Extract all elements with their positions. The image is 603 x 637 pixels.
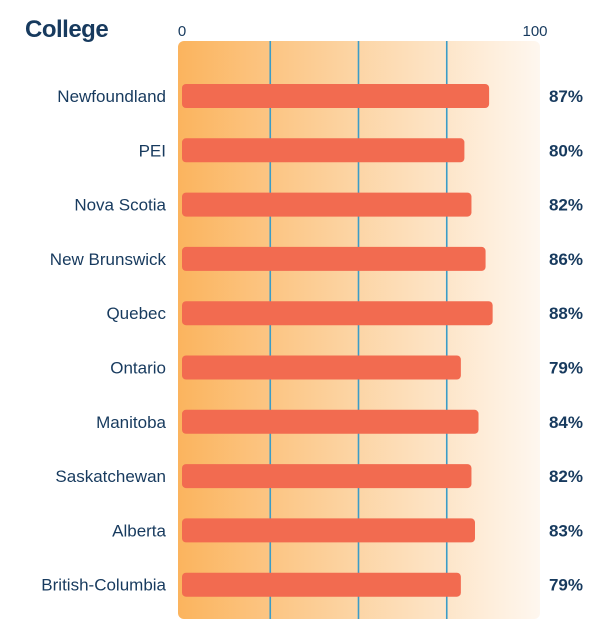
value-label: 79% [549, 576, 583, 595]
category-label: Manitoba [96, 413, 166, 432]
value-label: 82% [549, 196, 583, 215]
value-label: 82% [549, 467, 583, 486]
bar [182, 409, 479, 434]
x-tick-label: 0 [178, 23, 186, 40]
bar [182, 246, 486, 271]
bar [182, 355, 461, 380]
bar [182, 301, 493, 326]
category-label: New Brunswick [50, 250, 167, 269]
value-label: 88% [549, 304, 583, 323]
category-label: Nova Scotia [74, 196, 166, 215]
bar [182, 572, 461, 597]
x-tick-label: 100 [522, 23, 547, 40]
bar [182, 138, 465, 163]
value-label: 80% [549, 141, 583, 160]
bar [182, 192, 472, 217]
bar [182, 464, 472, 489]
value-label: 86% [549, 250, 583, 269]
chart-title: College [25, 16, 109, 43]
category-label: Saskatchewan [55, 467, 166, 486]
category-label: British-Columbia [41, 576, 166, 595]
value-label: 84% [549, 413, 583, 432]
category-label: Alberta [112, 521, 166, 540]
value-label: 83% [549, 521, 583, 540]
category-label: Quebec [106, 304, 166, 323]
category-label: Newfoundland [57, 87, 166, 106]
value-label: 87% [549, 87, 583, 106]
bar [182, 84, 490, 108]
category-label: Ontario [110, 359, 166, 378]
bar [182, 518, 475, 543]
category-label: PEI [139, 141, 166, 160]
value-label: 79% [549, 359, 583, 378]
